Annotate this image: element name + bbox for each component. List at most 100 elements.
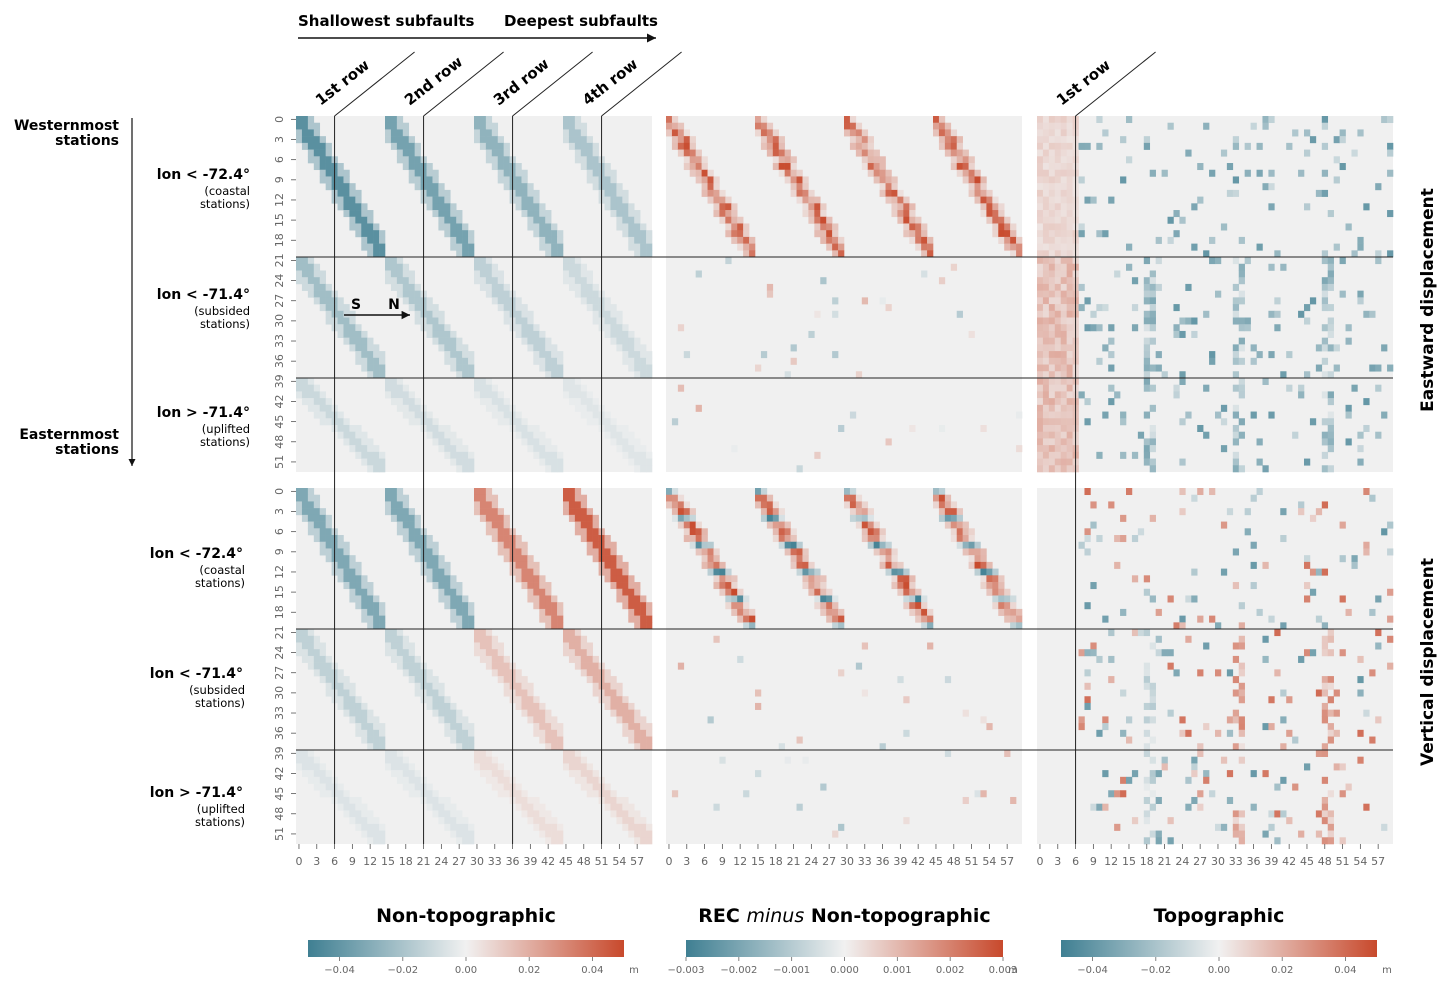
heatmap-cell [604, 196, 611, 204]
heatmap-cell [586, 528, 593, 536]
heatmap-cell [533, 210, 540, 218]
heatmap-cell [1066, 156, 1073, 164]
heatmap-cell [1309, 568, 1317, 576]
heatmap-cell [1149, 324, 1156, 332]
heatmap-cell [319, 790, 326, 798]
heatmap-cell [586, 391, 593, 399]
heatmap-cell [551, 230, 558, 238]
heatmap-cell [1232, 465, 1240, 473]
heatmap-cell [361, 351, 368, 359]
heatmap-cell [319, 662, 326, 670]
heatmap-cell [980, 196, 987, 204]
heatmap-cell [1357, 756, 1364, 764]
heatmap-cell [1042, 230, 1050, 238]
heatmap-cell [610, 810, 617, 818]
heatmap-cell [367, 743, 374, 751]
heatmap-cell [533, 709, 540, 717]
heatmap-cell [491, 642, 499, 650]
heatmap-cell [1232, 357, 1240, 365]
x-tick-label: 54 [612, 855, 626, 868]
heatmap-cell [325, 669, 332, 677]
heatmap-cell [479, 749, 487, 757]
colorbar-unit: m [629, 965, 639, 976]
heatmap-cell [539, 451, 546, 459]
heatmap-cell [379, 736, 386, 744]
x-tick-label: 18 [1140, 855, 1154, 868]
heatmap-cell [790, 344, 797, 352]
heatmap-cell [539, 803, 546, 811]
heatmap-cell [307, 404, 315, 412]
heatmap-cell [396, 763, 404, 771]
heatmap-cell [432, 682, 439, 690]
heatmap-cell [1066, 324, 1073, 332]
heatmap-cell [1363, 541, 1370, 549]
heatmap-cell [695, 404, 702, 412]
heatmap-cell [592, 169, 599, 177]
heatmap-cell [580, 535, 588, 543]
heatmap-cell [1048, 377, 1056, 385]
heatmap-cell [1321, 283, 1329, 291]
heatmap-cell [432, 310, 439, 318]
heatmap-cell [610, 689, 617, 697]
heatmap-cell [1078, 283, 1085, 291]
heatmap-cell [296, 277, 303, 285]
heatmap-cell [373, 837, 380, 845]
heatmap-cell [891, 555, 898, 563]
heatmap-cell [539, 615, 546, 623]
heatmap-cell [909, 236, 916, 244]
heatmap-cell [1220, 223, 1228, 231]
heatmap-cell [1286, 142, 1293, 150]
y-tick-label: 42 [273, 394, 286, 408]
heatmap-cell [1143, 588, 1151, 596]
heatmap-cell [974, 176, 981, 184]
heatmap-cell [1345, 608, 1352, 616]
heatmap-cell [731, 588, 738, 596]
heatmap-cell [1238, 263, 1245, 271]
heatmap-cell [557, 830, 564, 838]
heatmap-cell [689, 541, 696, 549]
heatmap-cell [474, 635, 481, 643]
heatmap-cell [580, 521, 588, 529]
heatmap-cell [580, 142, 588, 150]
heatmap-cell [808, 216, 815, 224]
heatmap-cell [1387, 588, 1394, 596]
heatmap-cell [1161, 169, 1168, 177]
heatmap-cell [646, 736, 653, 744]
heatmap-cell [1173, 324, 1180, 332]
heatmap-cell [1048, 297, 1056, 305]
heatmap-cell [592, 156, 599, 164]
heatmap-cell [456, 837, 463, 845]
heatmap-cell [1280, 371, 1287, 379]
heatmap-cell [1010, 230, 1017, 238]
heatmap-cell [820, 582, 827, 590]
heatmap-cell [396, 122, 404, 130]
heatmap-cell [414, 183, 421, 191]
heatmap-cell [1155, 649, 1162, 657]
heatmap-cell [438, 317, 445, 325]
heatmap-cell [580, 783, 588, 791]
heatmap-cell [1357, 445, 1364, 453]
heatmap-cell [396, 116, 404, 124]
heatmap-cell [666, 488, 673, 496]
heatmap-cell [1042, 324, 1050, 332]
heatmap-cell [414, 682, 421, 690]
heatmap-cell [580, 136, 588, 144]
heatmap-cell [503, 790, 510, 798]
heatmap-cell [909, 588, 916, 596]
heatmap-cell [545, 351, 552, 359]
heatmap-cell [1037, 203, 1044, 211]
heatmap-cell [814, 451, 821, 459]
heatmap-cell [432, 203, 439, 211]
heatmap-cell [307, 122, 315, 130]
heatmap-cell [646, 622, 653, 630]
heatmap-cell [778, 514, 785, 522]
heatmap-cell [307, 142, 315, 150]
heatmap-cell [701, 535, 708, 543]
heatmap-cell [820, 595, 827, 603]
heatmap-cell [666, 501, 673, 509]
heatmap-cell [980, 176, 987, 184]
heatmap-cell [1149, 431, 1156, 439]
heatmap-cell [325, 776, 332, 784]
heatmap-cell [438, 216, 445, 224]
heatmap-cell [361, 236, 368, 244]
